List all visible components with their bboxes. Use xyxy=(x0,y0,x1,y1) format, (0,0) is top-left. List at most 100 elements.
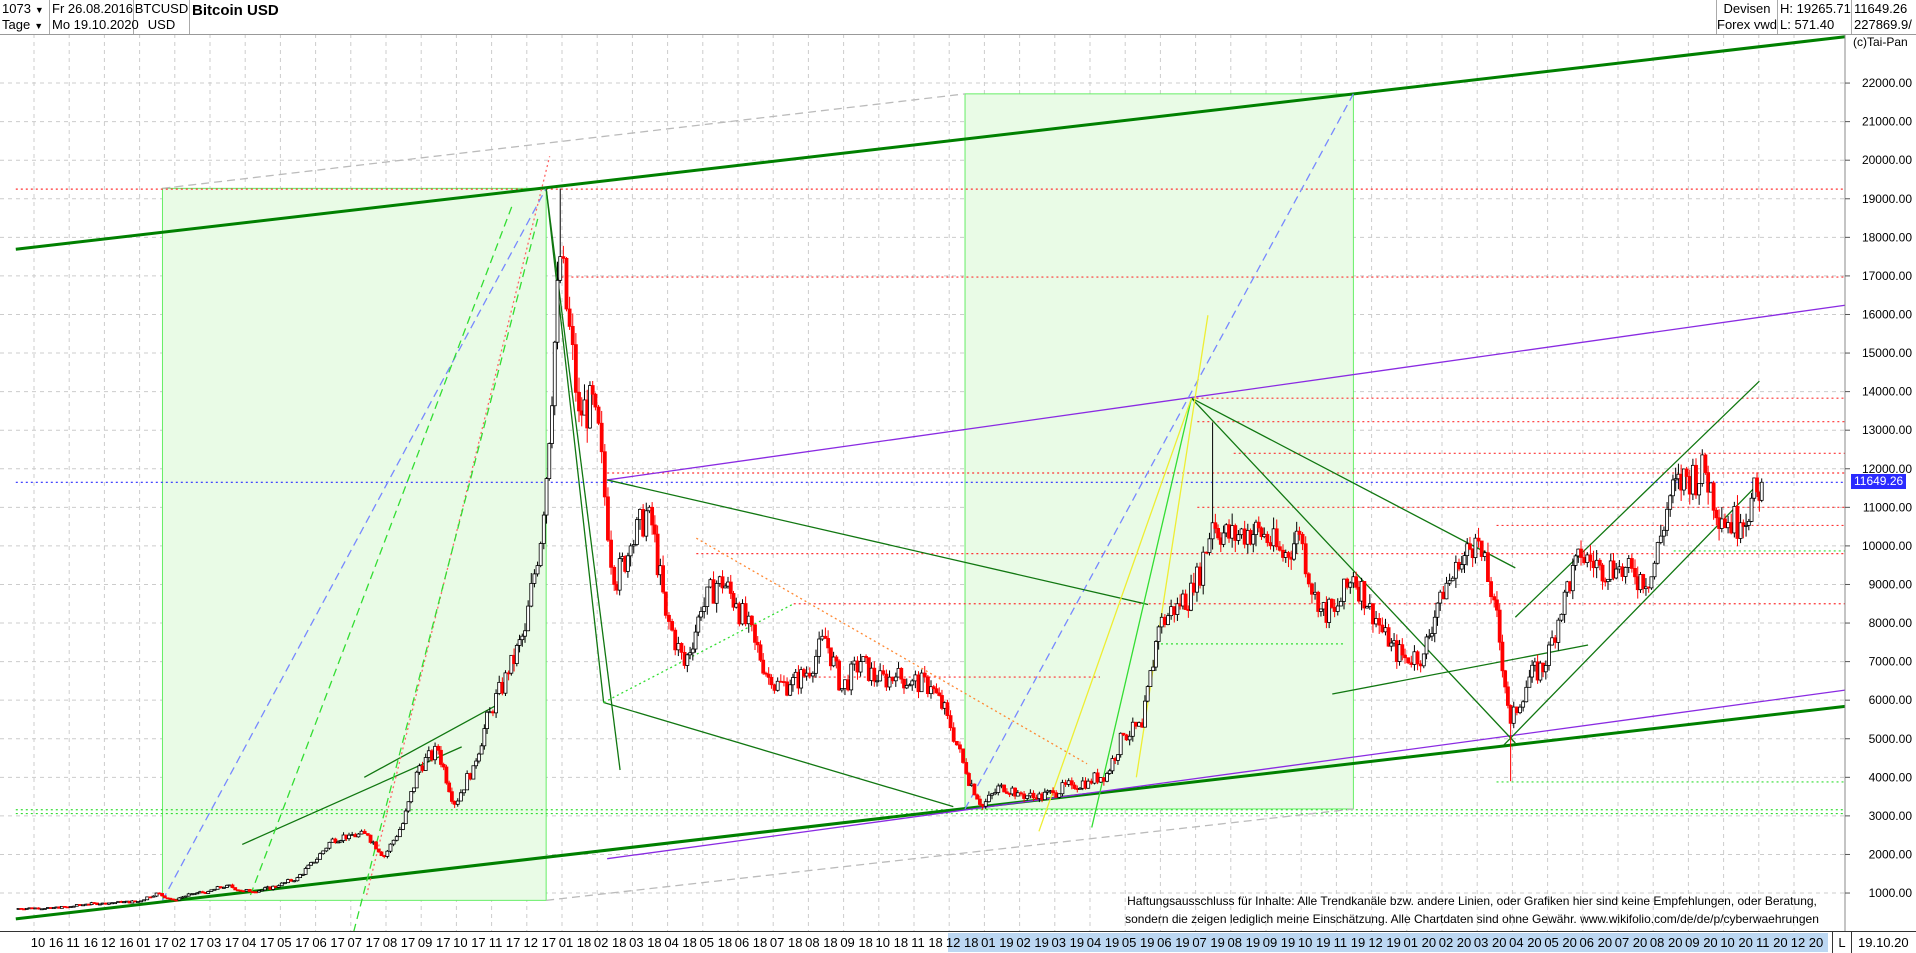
candle-body xyxy=(225,884,229,888)
candle-body xyxy=(823,635,828,639)
candle-body xyxy=(1105,773,1109,782)
candle-body xyxy=(1719,518,1724,529)
count-select[interactable]: 1073 ▼ xyxy=(2,1,44,18)
candle-body xyxy=(391,839,396,845)
candle-body xyxy=(893,676,898,682)
date-range[interactable]: Fr 26.08.2016 Mo 19.10.2020 xyxy=(50,0,139,34)
candle-body xyxy=(1706,472,1711,493)
candle-body xyxy=(1453,561,1458,579)
candle-body xyxy=(1723,518,1727,529)
count-value: 1073 xyxy=(2,1,31,16)
candle-body xyxy=(474,760,479,767)
candle-body xyxy=(406,801,411,812)
time-tick-label: 12 16 xyxy=(101,935,134,950)
candle-body xyxy=(1201,551,1206,586)
candle-body xyxy=(336,841,340,844)
period-select[interactable]: Tage ▼ xyxy=(2,17,43,34)
candle-body xyxy=(162,895,167,899)
time-axis[interactable]: L 19.10.20 10 16 11 16 12 16 01 17 02 17 03 1… xyxy=(0,931,1916,953)
time-tick-label: 03 19 xyxy=(1051,935,1085,950)
axis-mode-button[interactable]: L xyxy=(1832,932,1852,953)
candle-body xyxy=(804,672,809,677)
candle-body xyxy=(300,873,305,876)
time-tick-label: 03 17 xyxy=(206,935,240,950)
candle-body xyxy=(180,896,185,899)
candle-body xyxy=(599,422,604,453)
candle-body xyxy=(311,861,316,864)
candle-body xyxy=(523,630,527,637)
candle-body xyxy=(1156,626,1161,642)
candle-body xyxy=(1418,663,1423,667)
candle-body xyxy=(785,681,789,696)
time-tick-label: 11 18 xyxy=(911,935,943,950)
time-axis-selection[interactable] xyxy=(948,933,1828,952)
candle-body xyxy=(1694,464,1698,496)
candle-body xyxy=(688,652,692,656)
candle-body xyxy=(414,771,419,789)
candle-body xyxy=(417,765,422,773)
disclaimer-line-2: sondern die zeigen lediglich meine Einsc… xyxy=(1125,912,1819,926)
time-tick-label: 09 20 xyxy=(1685,935,1718,950)
time-tick-label: 05 19 xyxy=(1121,935,1155,950)
trend-line xyxy=(546,808,1354,902)
candle-body xyxy=(743,603,748,625)
date-to[interactable]: Mo 19.10.2020 xyxy=(52,17,139,32)
candle-body xyxy=(1614,568,1619,579)
candle-body xyxy=(1210,522,1215,540)
candle-body xyxy=(1169,606,1174,617)
date-from[interactable]: Fr 26.08.2016 xyxy=(52,1,133,16)
candle-body xyxy=(1684,468,1689,477)
candle-body xyxy=(820,635,825,640)
candle-body xyxy=(788,684,793,696)
candle-body xyxy=(215,886,220,890)
time-tick-label: 08 18 xyxy=(805,935,838,950)
candle-body xyxy=(714,583,719,604)
candle-body xyxy=(1729,522,1734,534)
candle-body xyxy=(362,830,367,834)
candle-body xyxy=(1579,548,1583,558)
candle-body xyxy=(723,585,728,589)
price-tick-label: 14000.00 xyxy=(1862,385,1912,399)
price-tick-label: 8000.00 xyxy=(1869,616,1913,630)
candle-body xyxy=(663,591,668,616)
candle-body xyxy=(455,800,460,805)
candle-body xyxy=(769,676,774,686)
candle-body xyxy=(385,850,390,857)
candle-body xyxy=(1148,670,1153,687)
last-price: 11649.26 xyxy=(1854,1,1908,16)
candle-body xyxy=(135,901,140,903)
candle-body xyxy=(631,544,636,547)
time-tick-label: 10 19 xyxy=(1297,935,1331,950)
candle-body xyxy=(1306,573,1311,585)
candle-body xyxy=(315,858,319,863)
time-tick-label: 02 17 xyxy=(171,935,205,950)
candle-body xyxy=(782,681,786,683)
candle-body xyxy=(318,853,322,860)
low-value: L: 571.40 xyxy=(1780,17,1835,32)
time-tick-label: 07 18 xyxy=(769,935,803,950)
trend-line xyxy=(1503,482,1760,746)
candle-body xyxy=(1600,564,1605,582)
time-tick-label: 11 20 xyxy=(1756,935,1788,950)
candle-body xyxy=(1444,582,1449,600)
candle-body xyxy=(1465,543,1470,557)
candle-body xyxy=(602,451,607,498)
candle-body xyxy=(1673,478,1678,481)
candle-body xyxy=(567,308,572,327)
candle-body xyxy=(526,605,531,632)
candle-body xyxy=(972,783,977,796)
candle-body xyxy=(500,681,505,694)
candle-body xyxy=(113,902,118,905)
candle-body xyxy=(1649,576,1654,589)
candle-body xyxy=(1078,787,1082,790)
candle-body xyxy=(426,750,431,758)
candle-body xyxy=(420,765,425,771)
candle-body xyxy=(1335,605,1340,612)
candle-body xyxy=(374,841,378,850)
time-tick-label: 09 19 xyxy=(1262,935,1296,950)
candle-body xyxy=(295,877,300,882)
candle-body xyxy=(1316,591,1321,612)
candle-body xyxy=(1486,552,1490,583)
candle-body xyxy=(1110,758,1115,772)
